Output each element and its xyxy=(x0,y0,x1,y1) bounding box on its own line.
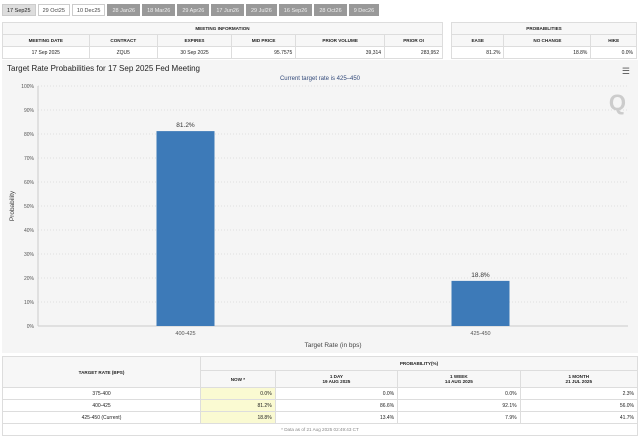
y-tick-label: 0% xyxy=(27,324,35,330)
probability-value: 92.1% xyxy=(397,399,521,412)
period-date: 14 AUG 2025 xyxy=(444,379,473,384)
probability-value: 7.9% xyxy=(397,411,521,424)
probability-value: 0.0% xyxy=(200,387,276,400)
meeting-info-title: MEETING INFORMATION xyxy=(2,22,443,35)
data-label: 18.8% xyxy=(471,272,490,279)
table-row: 425-450 (Current) 18.8% 13.4% 7.9% 41.7% xyxy=(2,411,639,424)
y-tick-label: 20% xyxy=(24,276,35,282)
tab-meeting[interactable]: 28 Jan26 xyxy=(107,4,141,16)
tab-meeting[interactable]: 10 Dec25 xyxy=(71,4,106,16)
probability-header: PROBABILITY(%) xyxy=(200,356,638,371)
target-rate-header: TARGET RATE (BPS) xyxy=(2,356,201,388)
meeting-information-table: MEETING INFORMATION MEETING DATE CONTRACT… xyxy=(2,22,443,59)
period-header: 1 WEEK 14 AUG 2025 xyxy=(397,370,521,388)
prior-oi: 283,952 xyxy=(384,46,443,59)
probability-value: 41.7% xyxy=(519,411,639,424)
y-axis-label: Probability xyxy=(9,190,16,221)
bar xyxy=(451,280,510,326)
col-header: MID PRICE xyxy=(230,34,297,47)
prior-volume: 39,314 xyxy=(295,46,386,59)
tab-meeting[interactable]: 16 Sep26 xyxy=(278,4,313,16)
y-tick-label: 50% xyxy=(24,204,35,210)
period-date: 21 JUL 2025 xyxy=(565,379,593,384)
col-header: PRIOR OI xyxy=(384,34,443,47)
mid-price: 95.7575 xyxy=(230,46,297,59)
col-header: PRIOR VOLUME xyxy=(295,34,386,47)
tab-meeting[interactable]: 17 Jun26 xyxy=(211,4,244,16)
no-change-value: 18.8% xyxy=(503,46,592,59)
col-header: NO CHANGE xyxy=(503,34,592,47)
x-tick-label: 400-425 xyxy=(175,331,195,337)
hike-value: 0.0% xyxy=(590,46,637,59)
probability-value: 0.0% xyxy=(274,387,399,400)
col-header: CONTRACT xyxy=(88,34,159,47)
tab-meeting[interactable]: 17 Sep25 xyxy=(2,4,36,16)
target-rate: 375-400 xyxy=(2,387,201,400)
col-header: EASE xyxy=(450,34,505,47)
data-label: 81.2% xyxy=(176,122,195,129)
tab-meeting[interactable]: 18 Mar26 xyxy=(142,4,176,16)
probability-value: 56.0% xyxy=(519,399,639,412)
contract: ZQU5 xyxy=(88,46,159,59)
tab-meeting[interactable]: 9 Dec26 xyxy=(348,4,380,16)
meeting-tabs: 17 Sep25 29 Oct25 10 Dec25 28 Jan26 18 Mar26… xyxy=(2,4,380,16)
q-logo-icon: Q xyxy=(608,90,626,115)
period-header: NOW * xyxy=(200,370,276,388)
tab-meeting[interactable]: 29 Apr26 xyxy=(177,4,210,16)
period-label: 1 WEEK xyxy=(450,374,468,379)
probability-history-table: TARGET RATE (BPS) PROBABILITY(%) NOW * 1 D… xyxy=(2,356,639,436)
ease-value: 81.2% xyxy=(450,46,505,59)
y-tick-label: 100% xyxy=(21,84,34,90)
chart-subtitle: Current target rate is 425–450 xyxy=(279,76,361,82)
probability-value: 13.4% xyxy=(274,411,399,424)
period-header: 1 DAY 19 AUG 2025 xyxy=(274,370,399,388)
probability-value: 2.3% xyxy=(519,387,639,400)
y-tick-label: 60% xyxy=(24,180,35,186)
probability-value: 86.6% xyxy=(274,399,399,412)
meeting-date: 17 Sep 2025 xyxy=(2,46,90,59)
tab-meeting[interactable]: 28 Oct26 xyxy=(314,4,347,16)
y-tick-label: 40% xyxy=(24,228,35,234)
y-tick-label: 80% xyxy=(24,132,35,138)
x-axis-label: Target Rate (in bps) xyxy=(304,342,361,349)
target-rate: 425-450 (Current) xyxy=(2,411,201,424)
table-row: 400-425 81.2% 86.6% 92.1% 56.0% xyxy=(2,399,639,412)
x-tick-label: 425-450 xyxy=(470,331,490,337)
chart-panel: Target Rate Probabilities for 17 Sep 202… xyxy=(2,60,638,353)
col-header: EXPIRES xyxy=(157,34,232,47)
table-row: 375-400 0.0% 0.0% 0.0% 2.3% xyxy=(2,387,639,400)
col-header: MEETING DATE xyxy=(2,34,90,47)
col-header: HIKE xyxy=(590,34,637,47)
target-rate: 400-425 xyxy=(2,399,201,412)
chart-title: Target Rate Probabilities for 17 Sep 202… xyxy=(7,64,201,73)
period-label: 1 MONTH xyxy=(568,374,590,379)
bar xyxy=(156,131,215,326)
probabilities-title: PROBABILITIES xyxy=(451,22,637,35)
y-tick-label: 30% xyxy=(24,252,35,258)
y-tick-label: 90% xyxy=(24,108,35,114)
period-header: 1 MONTH 21 JUL 2025 xyxy=(519,370,639,388)
y-tick-label: 10% xyxy=(24,300,35,306)
period-date: 19 AUG 2025 xyxy=(322,379,351,384)
probability-value: 81.2% xyxy=(200,399,276,412)
probability-value: 18.8% xyxy=(200,411,276,424)
tab-meeting[interactable]: 29 Oct25 xyxy=(37,4,70,16)
probabilities-table: PROBABILITIES EASE NO CHANGE HIKE 81.2% 18.… xyxy=(450,22,637,59)
tab-meeting[interactable]: 29 Jul26 xyxy=(246,4,277,16)
bar-chart: 0% 10% 20% 30% 40% 50% 60% 70% 80% 90% 100% 81.2% 40… xyxy=(9,84,628,349)
expires: 30 Sep 2025 xyxy=(157,46,232,59)
y-tick-label: 70% xyxy=(24,156,35,162)
period-label: NOW * xyxy=(230,376,245,382)
hamburger-menu-icon[interactable]: ☰ xyxy=(621,66,630,76)
period-label: 1 DAY xyxy=(329,374,343,379)
probability-value: 0.0% xyxy=(397,387,521,400)
